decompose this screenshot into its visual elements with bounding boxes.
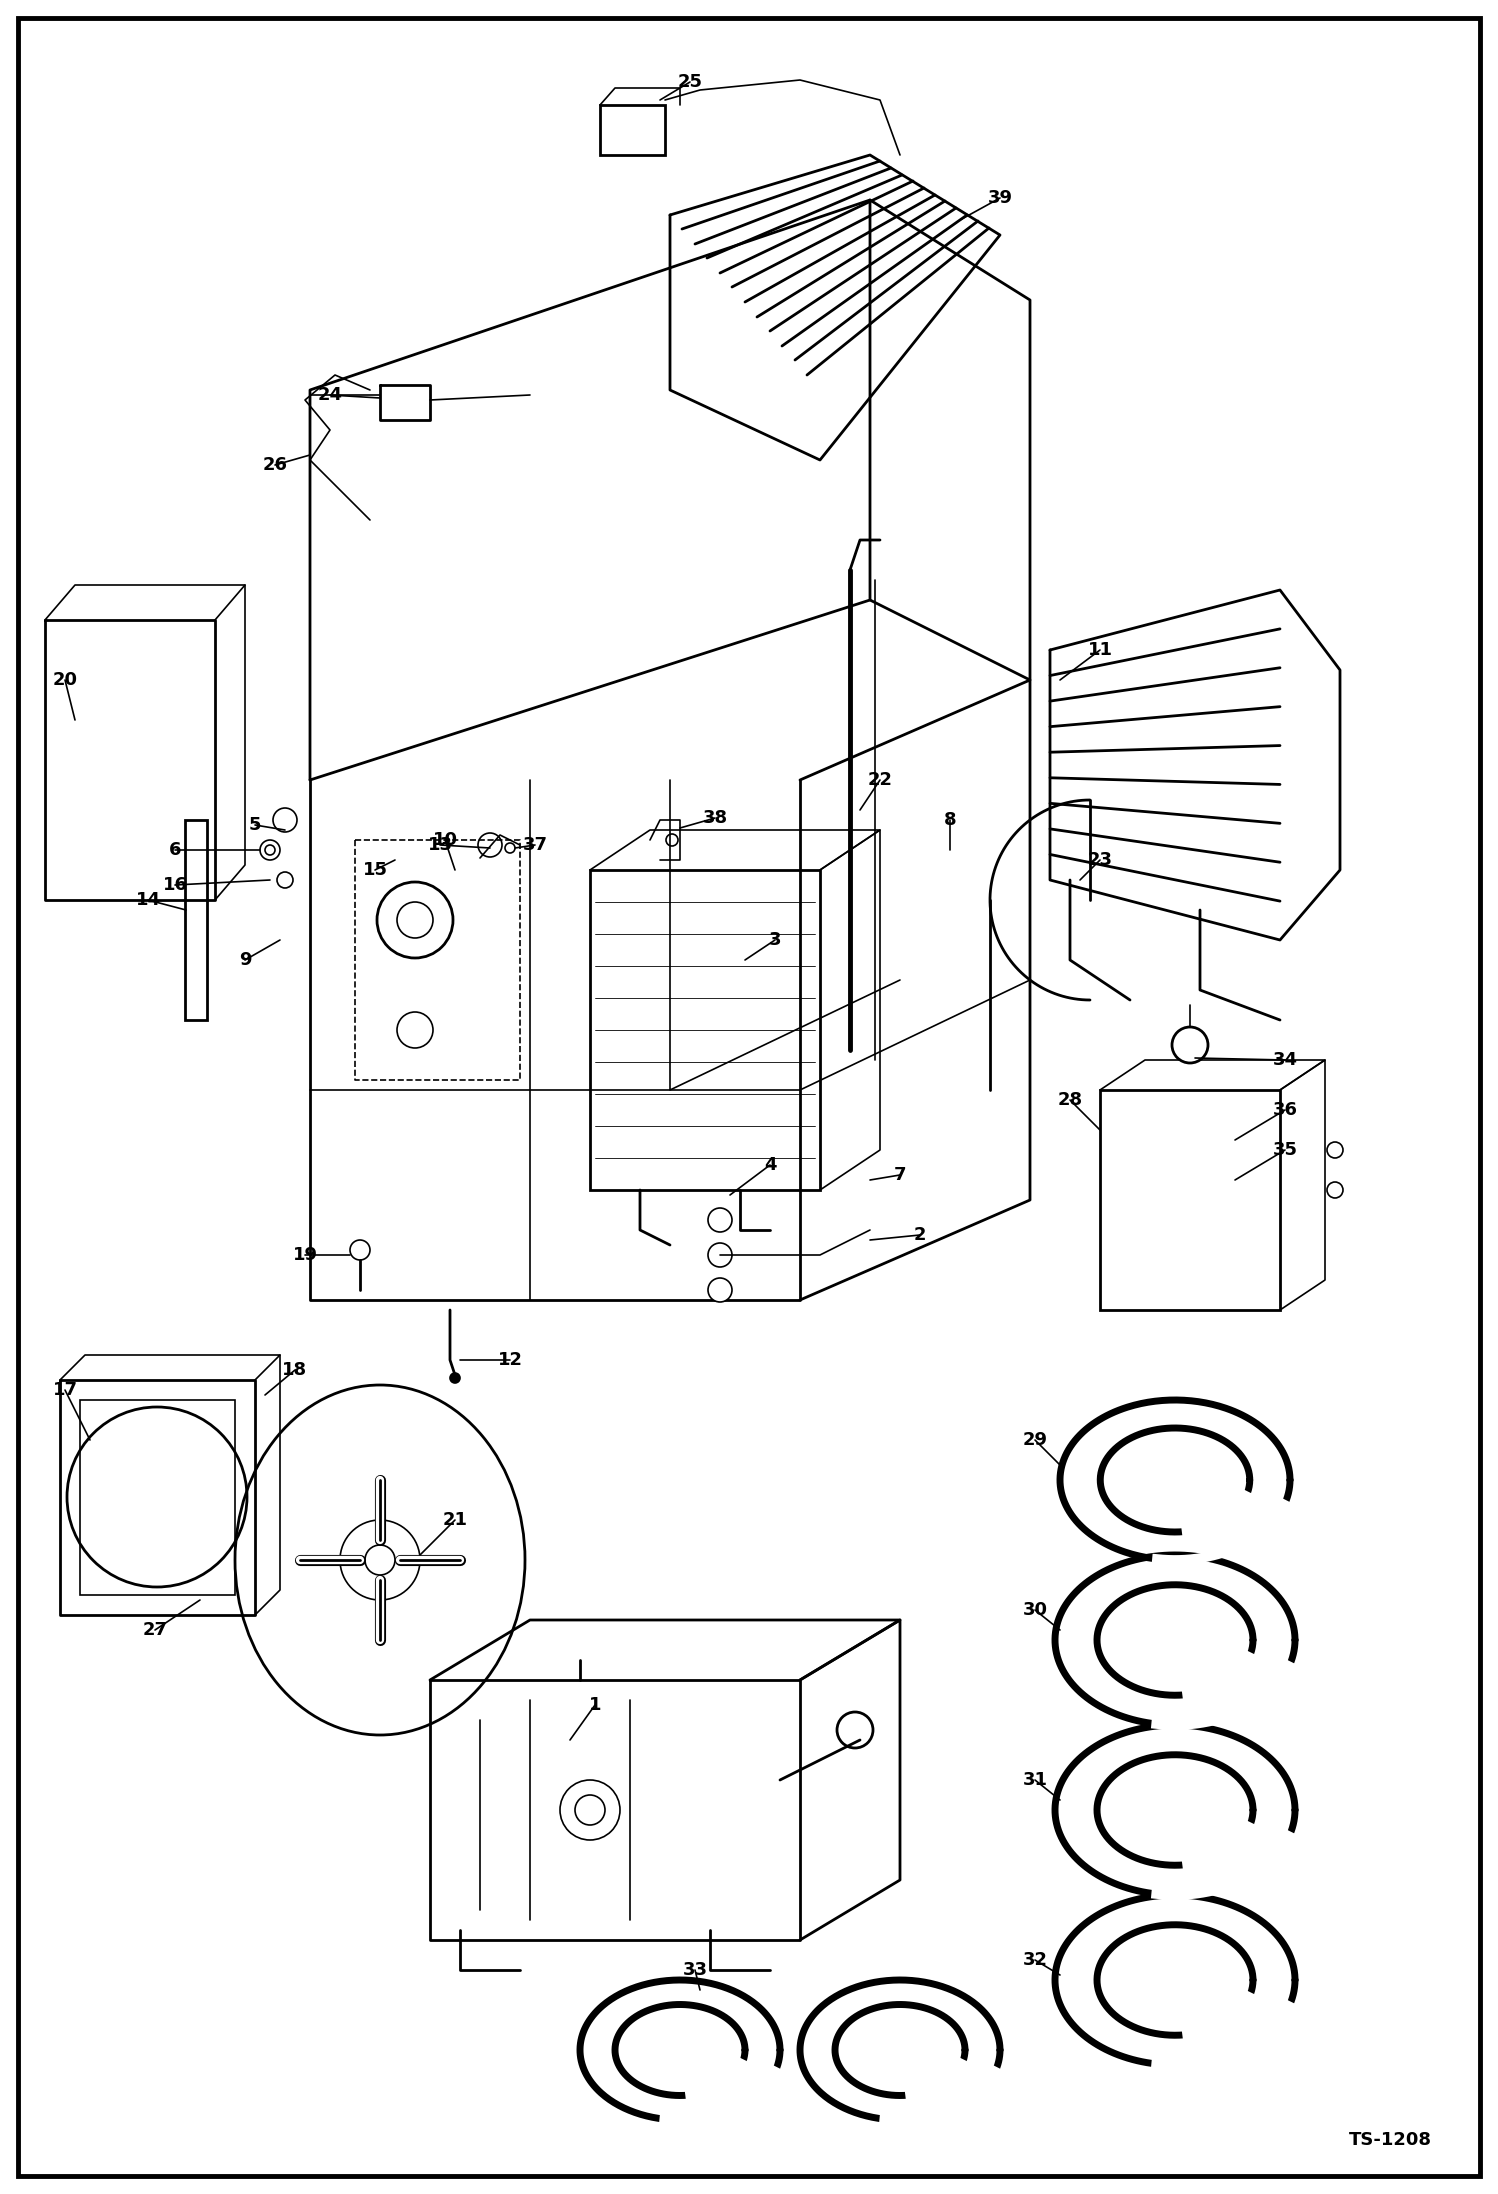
Text: 19: 19: [292, 1246, 318, 1264]
Text: 5: 5: [249, 816, 261, 834]
Bar: [590, 871, 819, 1189]
Text: 16: 16: [162, 875, 187, 893]
Text: 9: 9: [238, 950, 252, 970]
Text: 38: 38: [703, 810, 728, 827]
Text: 36: 36: [1272, 1101, 1297, 1119]
Text: 22: 22: [867, 770, 893, 790]
Circle shape: [261, 840, 280, 860]
Text: 24: 24: [318, 386, 343, 404]
Bar: [79, 1400, 235, 1595]
Text: 15: 15: [363, 860, 388, 880]
Text: 35: 35: [1272, 1141, 1297, 1158]
Circle shape: [709, 1277, 733, 1301]
Text: 37: 37: [523, 836, 547, 853]
Circle shape: [709, 1244, 733, 1266]
Text: 2: 2: [914, 1226, 926, 1244]
Text: 11: 11: [1088, 641, 1113, 658]
Bar: [184, 821, 207, 1020]
Text: 12: 12: [497, 1352, 523, 1369]
Text: 14: 14: [135, 891, 160, 908]
Text: 26: 26: [262, 456, 288, 474]
Text: 7: 7: [894, 1165, 906, 1185]
Text: 6: 6: [169, 840, 181, 860]
Text: 10: 10: [433, 832, 457, 849]
Circle shape: [277, 871, 294, 889]
Text: 33: 33: [683, 1961, 707, 1979]
Text: 27: 27: [142, 1621, 168, 1639]
Text: 1: 1: [589, 1696, 601, 1714]
Text: 34: 34: [1272, 1051, 1297, 1068]
Text: 28: 28: [1058, 1090, 1083, 1108]
Text: 20: 20: [52, 671, 78, 689]
Text: 25: 25: [677, 72, 703, 90]
Circle shape: [449, 1373, 460, 1382]
Circle shape: [709, 1209, 733, 1233]
Circle shape: [366, 1545, 395, 1575]
Text: 13: 13: [427, 836, 452, 853]
Text: 29: 29: [1023, 1430, 1047, 1448]
Text: 31: 31: [1023, 1771, 1047, 1788]
Bar: [601, 105, 665, 156]
Text: 32: 32: [1023, 1950, 1047, 1968]
Bar: [1100, 1090, 1279, 1310]
Text: 21: 21: [442, 1512, 467, 1529]
Circle shape: [1171, 1027, 1207, 1064]
Text: 23: 23: [1088, 851, 1113, 869]
Text: 30: 30: [1023, 1602, 1047, 1619]
Text: 8: 8: [944, 812, 956, 829]
Text: TS-1208: TS-1208: [1348, 2130, 1432, 2148]
Text: 39: 39: [987, 189, 1013, 206]
Text: 3: 3: [768, 930, 782, 950]
Text: 17: 17: [52, 1380, 78, 1400]
Text: 4: 4: [764, 1156, 776, 1174]
Text: 18: 18: [283, 1360, 307, 1380]
